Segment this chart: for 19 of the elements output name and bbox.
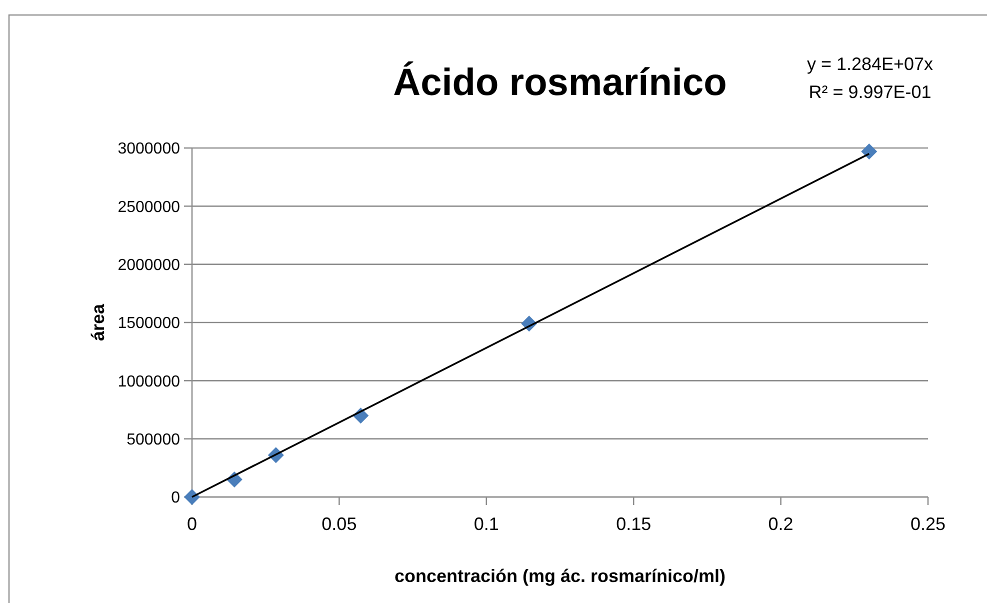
y-tick-label: 500000 (126, 431, 180, 448)
y-axis-title: área (88, 302, 108, 342)
x-axis-title: concentración (mg ác. rosmarínico/ml) (394, 566, 726, 586)
text: R² = 9.997E-01 (808, 82, 932, 102)
y-tick-label: 0 (171, 490, 180, 507)
point (861, 143, 878, 160)
x-tick-label: 0.15 (616, 514, 652, 534)
y-tick-label: 2000000 (118, 256, 180, 274)
x-tick-label: 0.25 (910, 514, 946, 534)
chart-title: Ácido rosmarínico (393, 61, 727, 104)
x-tick-label: 0.05 (322, 514, 357, 534)
x-tick-label: 0.2 (768, 514, 794, 534)
y-tick-label: 3000000 (118, 140, 180, 158)
y-tick-label: 1500000 (118, 315, 180, 332)
x-tick-label: 0.1 (474, 514, 499, 534)
text: y = 1.284E+07x (806, 54, 934, 74)
y-tick-label: 1000000 (118, 373, 180, 390)
x-tick-label: 0 (186, 514, 198, 534)
y-tick-label: 2500000 (118, 198, 180, 216)
